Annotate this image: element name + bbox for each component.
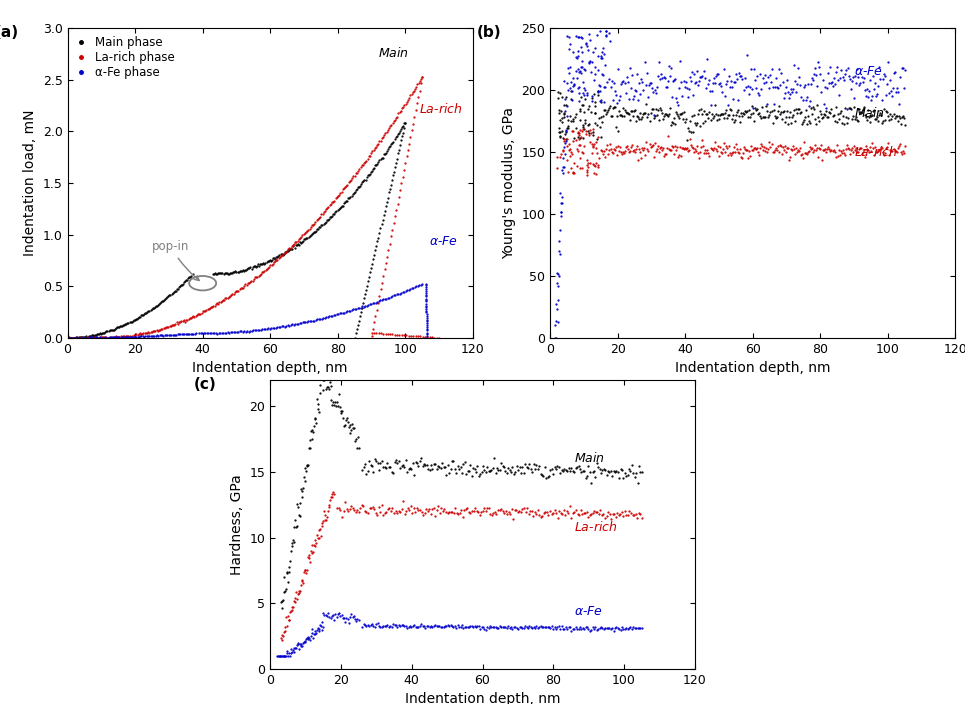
Text: $\mathit{\alpha}$-$\mathit{Fe}$: $\mathit{\alpha}$-$\mathit{Fe}$ [428, 235, 458, 248]
Legend: Main phase, La-rich phase, α-Fe phase: Main phase, La-rich phase, α-Fe phase [73, 34, 177, 82]
Text: (b): (b) [477, 25, 502, 40]
Text: $\mathit{Main}$: $\mathit{Main}$ [854, 106, 885, 120]
Text: pop-in: pop-in [152, 240, 199, 280]
Text: (a): (a) [0, 25, 18, 40]
Text: $\mathit{\alpha}$-$\mathit{Fe}$: $\mathit{\alpha}$-$\mathit{Fe}$ [574, 605, 603, 618]
Text: $\mathit{Main}$: $\mathit{Main}$ [574, 451, 605, 465]
Text: $\mathit{La}$-$\mathit{rich}$: $\mathit{La}$-$\mathit{rich}$ [419, 102, 462, 116]
Y-axis label: Indentation load, mN: Indentation load, mN [23, 110, 37, 256]
Y-axis label: Hardness, GPa: Hardness, GPa [230, 474, 244, 575]
Text: $\mathit{La}$-$\mathit{rich}$: $\mathit{La}$-$\mathit{rich}$ [574, 520, 619, 534]
Text: $\mathit{La}$-$\mathit{rich}$: $\mathit{La}$-$\mathit{rich}$ [854, 145, 897, 159]
X-axis label: Indentation depth, nm: Indentation depth, nm [675, 361, 831, 375]
Text: (c): (c) [194, 377, 216, 392]
Text: $\mathit{Main}$: $\mathit{Main}$ [378, 46, 409, 60]
X-axis label: Indentation depth, nm: Indentation depth, nm [404, 692, 561, 704]
X-axis label: Indentation depth, nm: Indentation depth, nm [192, 361, 348, 375]
Y-axis label: Young's modulus, GPa: Young's modulus, GPa [502, 107, 515, 259]
Text: $\mathit{\alpha}$-$\mathit{Fe}$: $\mathit{\alpha}$-$\mathit{Fe}$ [854, 65, 883, 78]
